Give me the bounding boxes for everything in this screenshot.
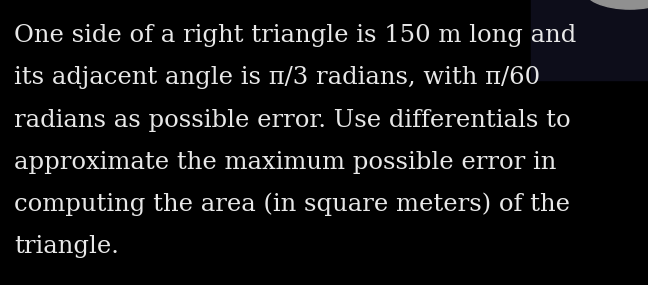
- Circle shape: [583, 0, 648, 9]
- Text: computing the area (in square meters) of the: computing the area (in square meters) of…: [14, 193, 570, 217]
- Text: radians as possible error. Use differentials to: radians as possible error. Use different…: [14, 109, 571, 132]
- Text: One side of a right triangle is 150 m long and: One side of a right triangle is 150 m lo…: [14, 24, 577, 47]
- Text: approximate the maximum possible error in: approximate the maximum possible error i…: [14, 151, 557, 174]
- Text: its adjacent angle is π/3 radians, with π/60: its adjacent angle is π/3 radians, with …: [14, 66, 540, 89]
- FancyBboxPatch shape: [531, 0, 648, 80]
- Text: triangle.: triangle.: [14, 235, 119, 258]
